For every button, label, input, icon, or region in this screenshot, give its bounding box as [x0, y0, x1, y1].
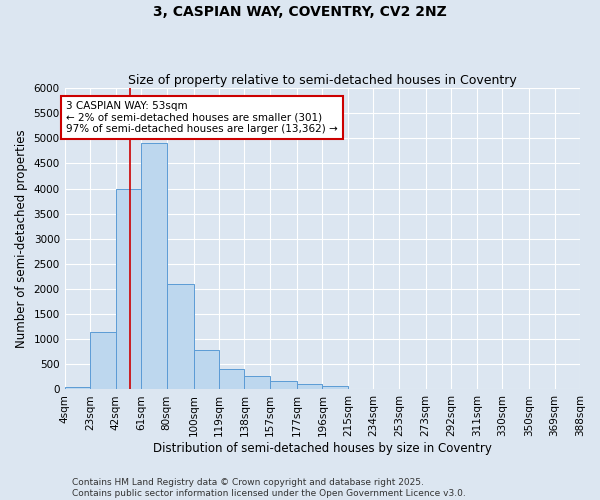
- Bar: [244, 376, 270, 390]
- Text: 3, CASPIAN WAY, COVENTRY, CV2 2NZ: 3, CASPIAN WAY, COVENTRY, CV2 2NZ: [153, 5, 447, 19]
- Bar: [270, 382, 297, 390]
- Text: Contains HM Land Registry data © Crown copyright and database right 2025.
Contai: Contains HM Land Registry data © Crown c…: [72, 478, 466, 498]
- Y-axis label: Number of semi-detached properties: Number of semi-detached properties: [15, 130, 28, 348]
- Bar: [167, 284, 193, 390]
- Bar: [90, 332, 116, 390]
- Bar: [141, 144, 167, 390]
- Text: 3 CASPIAN WAY: 53sqm
← 2% of semi-detached houses are smaller (301)
97% of semi-: 3 CASPIAN WAY: 53sqm ← 2% of semi-detach…: [66, 100, 338, 134]
- Bar: [65, 387, 90, 390]
- Bar: [297, 384, 322, 390]
- Title: Size of property relative to semi-detached houses in Coventry: Size of property relative to semi-detach…: [128, 74, 517, 87]
- Bar: [219, 370, 244, 390]
- Bar: [193, 350, 219, 390]
- Bar: [116, 188, 141, 390]
- X-axis label: Distribution of semi-detached houses by size in Coventry: Distribution of semi-detached houses by …: [153, 442, 492, 455]
- Bar: [322, 386, 348, 390]
